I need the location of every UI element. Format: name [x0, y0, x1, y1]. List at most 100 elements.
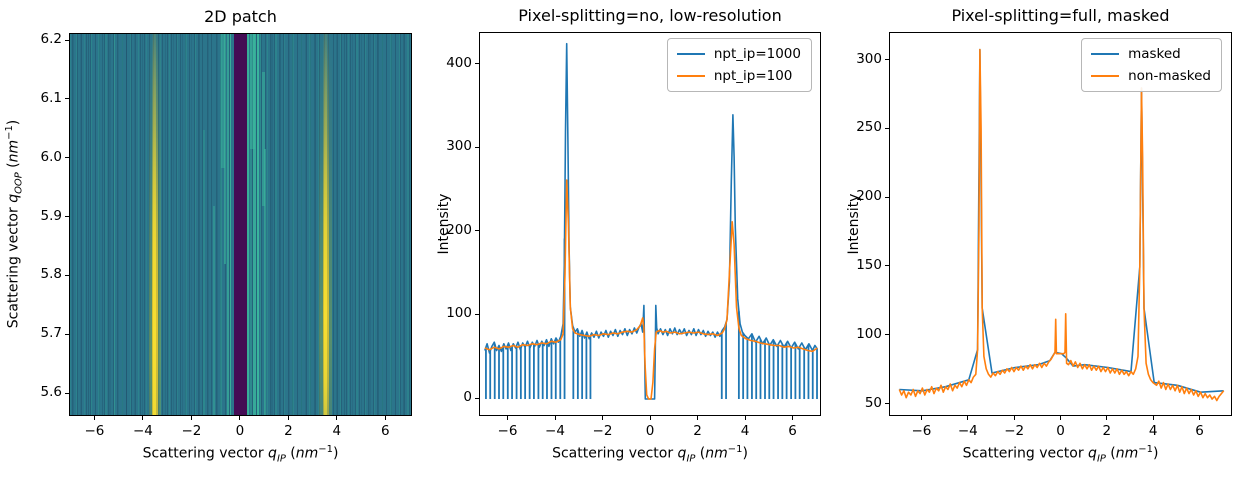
detector-gap-line — [395, 34, 397, 415]
detector-gap-line — [103, 34, 105, 415]
detector-gap-line — [341, 34, 343, 415]
heatmap-streak — [177, 34, 179, 415]
detector-gap-line — [184, 34, 186, 415]
heatmap-streak — [208, 34, 210, 415]
x-tick-label: 6 — [788, 423, 797, 439]
y-tick-mark — [475, 146, 479, 148]
panel-title-full-masked: Pixel-splitting=full, masked — [951, 6, 1170, 25]
heatmap-streak — [73, 34, 75, 415]
heatmap-streak — [199, 34, 201, 415]
heatmap-streak — [313, 34, 315, 415]
x-tick-mark — [1013, 416, 1015, 420]
y-tick-label: 200 — [446, 221, 472, 238]
x-tick-mark — [649, 416, 651, 420]
x-tick-mark — [697, 416, 698, 420]
y-tick-mark — [65, 98, 69, 100]
heatmap-streak — [80, 34, 82, 415]
heatmap-streak — [75, 34, 78, 415]
heatmap-streak — [279, 34, 281, 415]
heatmap-streak — [339, 34, 341, 415]
x-tick-mark — [792, 416, 793, 420]
heatmap-streak — [125, 34, 127, 415]
legend-middle: npt_ip=1000 npt_ip=100 — [666, 38, 812, 92]
heatmap-streak — [344, 34, 346, 415]
detector-gap-line — [148, 34, 150, 415]
heatmap-streak — [190, 34, 192, 415]
panel-title-no-splitting: Pixel-splitting=no, low-resolution — [518, 6, 782, 25]
heatmap-streak — [219, 34, 223, 415]
detector-gap-line — [94, 34, 96, 415]
detector-gap-line — [408, 34, 410, 415]
detector-gap-line — [117, 34, 119, 415]
legend-line-sample-blue — [676, 53, 705, 55]
heatmap-streak — [260, 34, 262, 415]
x-tick-label: −2 — [592, 423, 613, 439]
heatmap-streak — [105, 34, 108, 415]
x-tick-mark — [967, 416, 969, 420]
heatmap-streak — [348, 34, 350, 415]
detector-gap-line — [197, 34, 199, 415]
x-tick-mark — [287, 416, 289, 420]
y-tick-label: 100 — [856, 325, 882, 342]
detector-gap-line — [368, 34, 370, 415]
bragg-rod — [324, 34, 328, 415]
heatmap-streak — [165, 34, 167, 415]
y-tick-label: 200 — [856, 188, 882, 205]
detector-gap-line — [99, 34, 101, 415]
heatmap-streak — [117, 34, 120, 415]
heatmap-streak — [70, 34, 71, 415]
x-tick-label: 4 — [740, 423, 750, 439]
heatmap-streak — [181, 34, 183, 415]
y-tick-label: 150 — [856, 256, 882, 273]
x-tick-mark — [336, 416, 338, 420]
legend-label: masked — [1128, 46, 1181, 62]
y-tick-label: 50 — [864, 394, 882, 411]
detector-gap-line — [121, 34, 123, 415]
y-tick-mark — [885, 196, 889, 198]
heatmap-streak — [102, 34, 104, 415]
detector-gap-line — [202, 34, 204, 415]
detector-gap-line — [359, 34, 361, 415]
heatmap-streak — [113, 34, 115, 415]
y-tick-mark — [475, 397, 479, 399]
y-tick-label: 5.8 — [40, 266, 62, 283]
y-tick-label: 400 — [446, 54, 472, 71]
series-non-masked — [898, 48, 1225, 402]
detector-gap-line — [287, 34, 289, 415]
x-tick-label: −6 — [911, 423, 932, 439]
y-tick-mark — [65, 157, 69, 159]
detector-gap-line — [319, 34, 321, 415]
legend-line-sample-blue — [1091, 53, 1120, 55]
heatmap-streak — [98, 34, 100, 415]
detector-gap-line — [130, 34, 132, 415]
x-tick-label: −4 — [132, 423, 153, 439]
bragg-rod — [153, 34, 156, 415]
detector-gap-line — [354, 34, 356, 415]
heatmap-streak — [378, 34, 380, 415]
legend-entry: non-masked — [1091, 68, 1211, 84]
x-tick-label: 2 — [693, 423, 702, 439]
x-tick-label: −2 — [1004, 423, 1025, 439]
legend-entry: npt_ip=100 — [676, 68, 801, 84]
y-tick-label: 5.9 — [40, 207, 62, 224]
heatmap-streak — [250, 34, 253, 415]
y-tick-label: 0 — [463, 389, 472, 406]
legend-label: npt_ip=100 — [713, 68, 793, 84]
detector-gap-line — [292, 34, 294, 415]
series-masked — [899, 48, 1224, 394]
y-tick-mark — [885, 127, 889, 129]
detector-gap-line — [278, 34, 280, 415]
y-tick-mark — [885, 403, 889, 405]
legend-line-sample-orange — [1091, 75, 1120, 77]
x-tick-mark — [602, 416, 603, 420]
x-tick-mark — [384, 416, 386, 420]
heatmap-streak — [129, 34, 132, 415]
y-tick-label: 5.6 — [40, 384, 62, 401]
heatmap-streak — [271, 34, 273, 415]
line-chart-right — [898, 48, 1225, 402]
detector-gap-line — [305, 34, 307, 415]
x-tick-mark — [744, 416, 746, 420]
x-tick-mark — [239, 416, 241, 420]
detector-gap-line — [265, 34, 267, 415]
detector-gap-line — [274, 34, 276, 415]
